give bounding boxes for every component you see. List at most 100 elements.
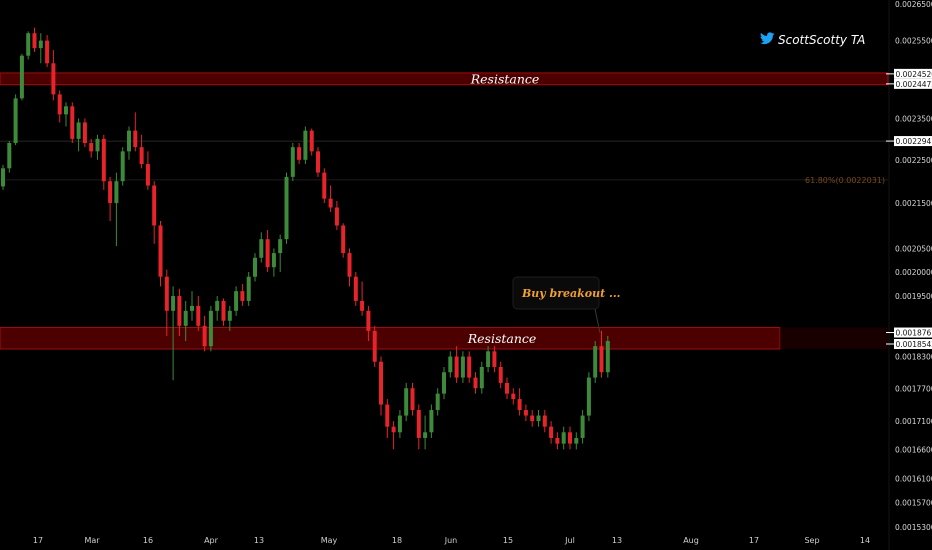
- candle: [108, 176, 113, 221]
- candle-body: [492, 351, 497, 367]
- candle-body: [38, 40, 43, 49]
- resistance-zone-extension: [780, 327, 888, 350]
- candle-body: [580, 415, 585, 438]
- candle-body: [171, 296, 176, 311]
- candle: [404, 382, 409, 422]
- y-tick-label: 0.0018300: [895, 353, 932, 362]
- candle: [511, 388, 516, 405]
- candle: [171, 286, 176, 381]
- x-tick-label: 15: [503, 536, 513, 545]
- candle-body: [555, 437, 560, 444]
- candle-body: [322, 172, 327, 199]
- candle-body: [435, 393, 440, 411]
- price-label[interactable]: 0.0018767: [886, 327, 932, 338]
- buy-breakout-callout[interactable]: Buy breakout ...: [512, 276, 621, 334]
- candle-body: [240, 291, 245, 301]
- price-label[interactable]: 0.0024472: [886, 78, 932, 89]
- fib-level-label: 61.80%(0.0022031): [805, 176, 885, 185]
- candle-body: [303, 130, 308, 160]
- zone-layer: [0, 72, 889, 350]
- price-label[interactable]: 0.0018542: [886, 339, 932, 350]
- candle: [429, 404, 434, 438]
- candle-body: [196, 305, 201, 326]
- price-label[interactable]: 0.0022947: [886, 136, 932, 147]
- candle: [347, 248, 352, 287]
- candle-body: [265, 239, 270, 268]
- candle-body: [297, 147, 302, 160]
- y-tick-label: 0.0016600: [895, 445, 932, 454]
- candle-body: [385, 404, 390, 427]
- candle: [1, 164, 5, 190]
- price-label-box: [894, 339, 932, 350]
- price-label-box: [894, 78, 932, 89]
- candle: [467, 351, 472, 383]
- candle-body: [32, 33, 37, 49]
- candle-body: [410, 388, 415, 411]
- candle-body: [586, 377, 591, 416]
- resistance-zone[interactable]: [0, 72, 889, 86]
- candle-body: [341, 225, 346, 254]
- price-label-text: 0.0018542: [896, 340, 932, 349]
- x-tick-label: 16: [143, 536, 153, 545]
- candle: [19, 53, 24, 101]
- x-tick-label: Sep: [804, 536, 819, 545]
- resistance-zone[interactable]: [0, 327, 781, 350]
- candle-body: [505, 382, 509, 394]
- x-tick-label: Jul: [564, 536, 575, 545]
- candle-body: [7, 143, 12, 169]
- candle: [360, 281, 365, 316]
- branding-twitter[interactable]: ScottScotty TA: [760, 32, 865, 47]
- annotation-layer: Resistance Resistance Buy breakout ...: [467, 71, 621, 345]
- candle: [221, 298, 226, 326]
- candle: [530, 410, 535, 427]
- candle-body: [158, 225, 163, 277]
- candle: [593, 341, 598, 383]
- candle: [240, 283, 245, 306]
- candle-body: [95, 138, 100, 152]
- candle-body: [442, 372, 446, 394]
- candle: [139, 134, 144, 169]
- candle-body: [64, 106, 68, 115]
- candle-body: [114, 181, 119, 204]
- candle-body: [486, 351, 491, 367]
- candle-body: [517, 399, 522, 411]
- x-tick-label: Jun: [444, 536, 458, 545]
- candle: [82, 118, 87, 148]
- candle: [372, 325, 377, 367]
- candle: [271, 248, 276, 277]
- candle: [549, 421, 554, 444]
- candle: [391, 421, 396, 450]
- candle: [290, 143, 295, 182]
- callout-box: [512, 276, 600, 310]
- candle: [523, 404, 528, 422]
- candle-body: [290, 147, 295, 177]
- candle: [158, 220, 163, 287]
- x-tick-label: 17: [749, 536, 759, 545]
- twitter-bird-icon: [760, 32, 775, 45]
- candle-body: [253, 257, 257, 277]
- x-axis[interactable]: 17 Mar 16 Apr 13 May 18 Jun 15 Jul 13 Aug 17 Sep 14: [33, 536, 870, 545]
- candle: [196, 296, 201, 331]
- candle-body: [366, 310, 371, 331]
- candle: [303, 126, 308, 165]
- candle-body: [183, 310, 188, 326]
- candle-body: [479, 366, 484, 389]
- y-tick-label: 0.0017700: [895, 384, 932, 393]
- candle-body: [316, 151, 320, 173]
- candle-body: [19, 55, 24, 99]
- candle: [145, 151, 150, 190]
- candle: [473, 372, 478, 394]
- candle-body: [372, 330, 377, 362]
- candle: [410, 382, 415, 416]
- candle: [190, 291, 194, 321]
- y-axis[interactable]: 0.0026500 0.0025500 0.0023500 0.0022500 0.00…: [886, 0, 932, 532]
- candle: [120, 147, 125, 186]
- candle-body: [568, 432, 572, 444]
- candle: [70, 102, 75, 144]
- price-label-box: [894, 68, 932, 79]
- candle: [64, 102, 68, 127]
- candle: [366, 305, 371, 342]
- candle-body: [523, 410, 528, 416]
